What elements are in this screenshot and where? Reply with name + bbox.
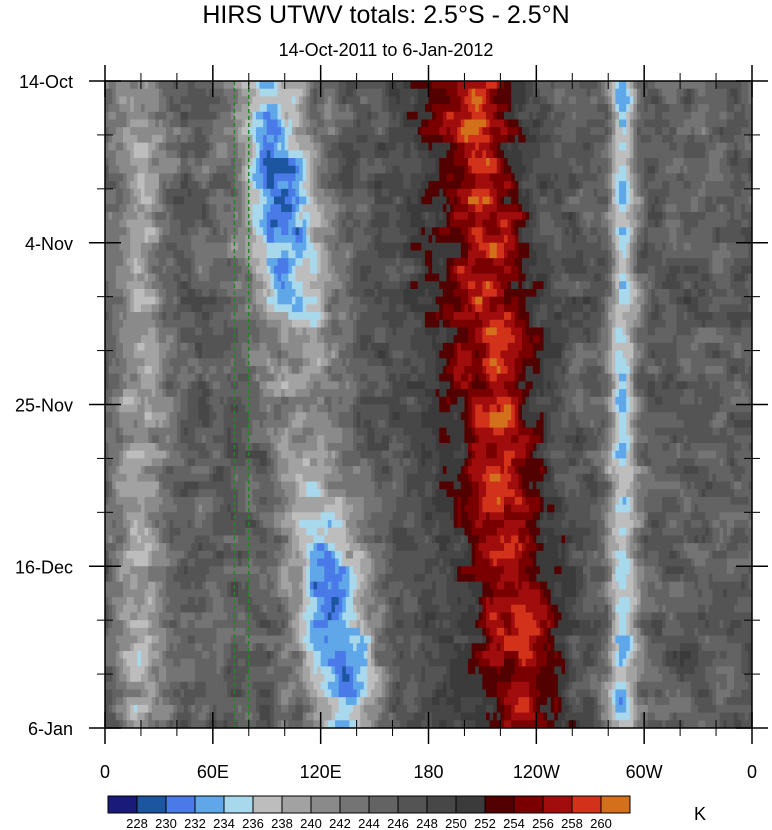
colorbar-box-10: [397, 795, 428, 814]
colorbar-box-6: [281, 795, 312, 814]
colorbar-units: K: [694, 804, 706, 824]
x-tick-label-5: 60W: [626, 762, 663, 782]
colorbar-label-4: 236: [242, 816, 264, 830]
colorbar-box-13: [484, 795, 515, 814]
x-tick-label-0: 0: [100, 762, 110, 782]
colorbar-label-6: 240: [300, 816, 322, 830]
reference-lines: [233, 81, 250, 728]
colorbar-label-15: 258: [561, 816, 583, 830]
colorbar-box-12: [455, 795, 486, 814]
chart-subtitle: 14-Oct-2011 to 6-Jan-2012: [278, 40, 494, 60]
colorbar-label-13: 254: [503, 816, 525, 830]
chart-title: HIRS UTWV totals: 2.5°S - 2.5°N: [202, 1, 570, 29]
colorbar-box-3: [194, 795, 225, 814]
colorbar-label-16: 260: [590, 816, 612, 830]
heatmap-field: [105, 81, 752, 728]
colorbar-box-7: [310, 795, 341, 814]
colorbar-label-9: 246: [387, 816, 409, 830]
colorbar-box-9: [368, 795, 399, 814]
colorbar-box-1: [136, 795, 167, 814]
y-tick-label-4: 6-Jan: [28, 719, 73, 739]
colorbar-label-2: 232: [184, 816, 206, 830]
colorbar-box-16: [571, 795, 602, 814]
colorbar-label-5: 238: [271, 816, 293, 830]
colorbar-box-15: [542, 795, 573, 814]
x-tick-label-2: 120E: [300, 762, 342, 782]
y-tick-label-0: 14-Oct: [19, 72, 73, 92]
colorbar-label-7: 242: [329, 816, 351, 830]
colorbar-label-10: 248: [416, 816, 438, 830]
y-tick-label-1: 4-Nov: [25, 234, 73, 254]
y-tick-label-2: 25-Nov: [15, 396, 73, 416]
x-tick-label-1: 60E: [197, 762, 229, 782]
colorbar-box-0: [107, 795, 138, 814]
colorbar-box-2: [165, 795, 196, 814]
colorbar-label-8: 244: [358, 816, 380, 830]
colorbar-label-0: 228: [126, 816, 148, 830]
colorbar-box-11: [426, 795, 457, 814]
x-tick-label-3: 180: [413, 762, 443, 782]
colorbar-label-1: 230: [155, 816, 177, 830]
colorbar-box-17: [600, 795, 631, 814]
colorbar-label-14: 256: [532, 816, 554, 830]
colorbar: 228 230 232 234 236 238 240 242 244 246 248 250 252 2…: [107, 795, 706, 830]
colorbar-box-4: [223, 795, 254, 814]
y-tick-label-3: 16-Dec: [15, 557, 73, 577]
colorbar-label-3: 234: [213, 816, 235, 830]
colorbar-box-14: [513, 795, 544, 814]
colorbar-label-11: 250: [445, 816, 467, 830]
x-tick-label-6: 0: [747, 762, 757, 782]
axes: 14-Oct 4-Nov 25-Nov 16-Dec 6-Jan 0 60E 120E 180 1…: [15, 65, 768, 782]
colorbar-box-8: [339, 795, 370, 814]
x-tick-label-4: 120W: [513, 762, 560, 782]
colorbar-label-12: 252: [474, 816, 496, 830]
colorbar-box-5: [252, 795, 283, 814]
